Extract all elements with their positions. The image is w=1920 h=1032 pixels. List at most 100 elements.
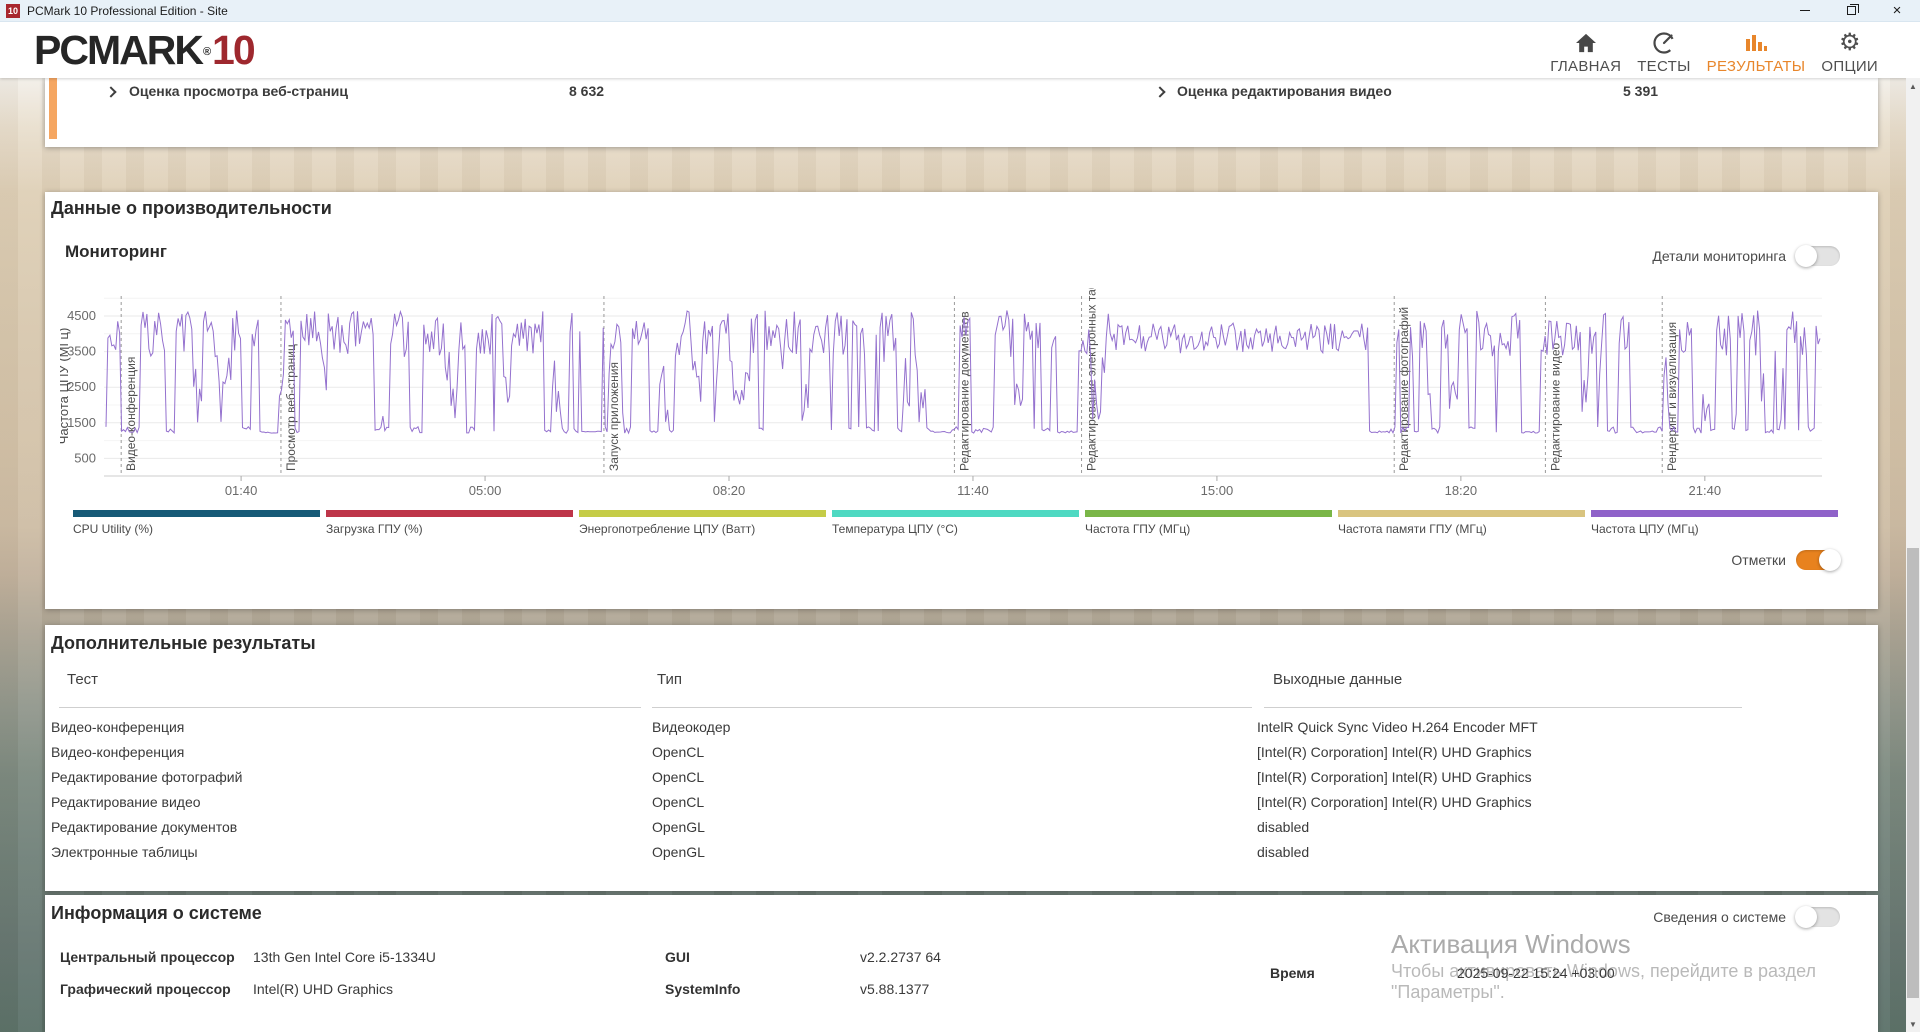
monitoring-chart: 450035002500150050001:4005:0008:2011:401… [60, 288, 1850, 500]
restore-button[interactable] [1828, 0, 1874, 22]
cell-type: OpenCL [652, 769, 704, 785]
svg-text:3500: 3500 [67, 344, 96, 359]
field-value-gui: v2.2.2737 64 [860, 949, 941, 965]
app-header: PCMARK®10 ГЛАВНАЯ ТЕСТЫ [0, 22, 1920, 78]
cell-test: Электронные таблицы [51, 844, 198, 860]
performance-section-title: Данные о производительности [51, 198, 332, 219]
legend-item-cpu-utility[interactable]: CPU Utility (%) [73, 510, 320, 536]
windows-activation-watermark: Активация Windows [1391, 929, 1631, 960]
vertical-scrollbar: ▲ ▼ [1906, 78, 1920, 1032]
cell-type: OpenGL [652, 819, 705, 835]
score-row-value: 8 632 [569, 83, 604, 99]
field-label-time: Время [1270, 965, 1315, 981]
close-button[interactable]: × [1874, 0, 1920, 22]
svg-text:21:40: 21:40 [1689, 483, 1722, 498]
extra-results-card: Дополнительные результаты Тест Тип Выход… [45, 625, 1878, 891]
svg-text:Частота ЦПУ (МГц): Частота ЦПУ (МГц) [60, 328, 71, 445]
legend-item-gpu-freq[interactable]: Частота ГПУ (МГц) [1085, 510, 1332, 536]
score-row-value: 5 391 [1623, 83, 1658, 99]
cell-output: [Intel(R) Corporation] Intel(R) UHD Grap… [1257, 794, 1532, 810]
score-row-label[interactable]: Оценка просмотра веб-страниц [129, 83, 348, 99]
field-label-gui: GUI [665, 949, 690, 965]
monitoring-title: Мониторинг [65, 242, 167, 262]
column-header-type: Тип [657, 671, 682, 688]
cell-type: OpenCL [652, 794, 704, 810]
score-card: Оценка просмотра веб-страниц 8 632 Оценк… [45, 78, 1878, 147]
system-details-toggle-row: Сведения о системе [1653, 907, 1840, 927]
nav-label: ГЛАВНАЯ [1550, 58, 1621, 75]
header-divider [59, 707, 641, 708]
restore-icon [1847, 6, 1856, 15]
cell-test: Редактирование видео [51, 794, 201, 810]
field-value-cpu: 13th Gen Intel Core i5-1334U [253, 949, 436, 965]
header-divider [652, 707, 1252, 708]
legend-color-bar [1591, 510, 1838, 517]
monitoring-details-toggle-row: Детали мониторинга [1652, 246, 1840, 266]
field-label-gpu: Графический процессор [60, 981, 231, 997]
card-accent-bar [49, 78, 57, 139]
expand-chevron-icon[interactable] [1154, 86, 1165, 97]
score-row-label[interactable]: Оценка редактирования видео [1177, 83, 1392, 99]
legend-item-gpu-load[interactable]: Загрузка ГПУ (%) [326, 510, 573, 536]
scrollbar-thumb[interactable] [1907, 548, 1919, 998]
field-label-cpu: Центральный процессор [60, 949, 235, 965]
marks-toggle[interactable] [1796, 550, 1840, 570]
field-value-systeminfo: v5.88.1377 [860, 981, 929, 997]
cell-test: Редактирование фотографий [51, 769, 242, 785]
main-nav: ГЛАВНАЯ ТЕСТЫ [1550, 30, 1878, 75]
system-info-title: Информация о системе [51, 903, 262, 924]
nav-label: ОПЦИИ [1821, 58, 1878, 75]
svg-text:15:00: 15:00 [1201, 483, 1234, 498]
cell-type: OpenCL [652, 744, 704, 760]
extra-results-title: Дополнительные результаты [51, 633, 316, 654]
legend-label: Загрузка ГПУ (%) [326, 522, 573, 536]
performance-card: Данные о производительности Мониторинг Д… [45, 192, 1878, 609]
marks-toggle-row: Отметки [1731, 550, 1840, 570]
field-label-systeminfo: SystemInfo [665, 981, 740, 997]
nav-item-home[interactable]: ГЛАВНАЯ [1550, 30, 1621, 75]
cell-test: Видео-конференция [51, 744, 184, 760]
legend-color-bar [1085, 510, 1332, 517]
scroll-down-icon[interactable]: ▼ [1906, 1017, 1920, 1031]
scroll-up-icon[interactable]: ▲ [1906, 79, 1920, 93]
legend-item-cpu-temp[interactable]: Температура ЦПУ (°C) [832, 510, 1079, 536]
cell-output: IntelR Quick Sync Video H.264 Encoder MF… [1257, 719, 1538, 735]
column-header-output: Выходные данные [1273, 671, 1402, 688]
legend-label: CPU Utility (%) [73, 522, 320, 536]
nav-item-results[interactable]: РЕЗУЛЬТАТЫ [1707, 30, 1806, 75]
legend-color-bar [326, 510, 573, 517]
legend-item-cpu-power[interactable]: Энергопотребление ЦПУ (Ватт) [579, 510, 826, 536]
nav-item-options[interactable]: ⚙ ОПЦИИ [1821, 30, 1878, 75]
marks-label: Отметки [1731, 552, 1786, 568]
cell-test: Редактирование документов [51, 819, 237, 835]
svg-text:01:40: 01:40 [225, 483, 258, 498]
minimize-icon [1800, 10, 1810, 11]
system-info-card: Информация о системе Сведения о системе … [45, 895, 1878, 1032]
svg-text:18:20: 18:20 [1445, 483, 1478, 498]
expand-chevron-icon[interactable] [105, 86, 116, 97]
logo-number: 10 [212, 28, 254, 72]
legend-label: Частота ЦПУ (МГц) [1591, 522, 1838, 536]
svg-text:Редактирование видео: Редактирование видео [1548, 343, 1562, 472]
close-icon: × [1893, 3, 1902, 18]
speedometer-icon [1652, 30, 1676, 56]
column-header-test: Тест [67, 671, 98, 688]
legend-item-cpu-freq[interactable]: Частота ЦПУ (МГц) [1591, 510, 1838, 536]
svg-text:Просмотр веб-страниц: Просмотр веб-страниц [284, 344, 298, 471]
window-title: PCMark 10 Professional Edition - Site [27, 4, 228, 18]
cell-test: Видео-конференция [51, 719, 184, 735]
legend-label: Частота памяти ГПУ (МГц) [1338, 522, 1585, 536]
title-bar: 10 PCMark 10 Professional Edition - Site… [0, 0, 1920, 22]
svg-text:1500: 1500 [67, 415, 96, 430]
monitoring-details-toggle[interactable] [1796, 246, 1840, 266]
bar-chart-icon [1745, 30, 1767, 56]
legend-item-gpu-mem-freq[interactable]: Частота памяти ГПУ (МГц) [1338, 510, 1585, 536]
cell-output: disabled [1257, 844, 1309, 860]
svg-text:08:20: 08:20 [713, 483, 746, 498]
system-details-toggle[interactable] [1796, 907, 1840, 927]
nav-item-tests[interactable]: ТЕСТЫ [1637, 30, 1690, 75]
chart-legend: CPU Utility (%) Загрузка ГПУ (%) Энергоп… [73, 510, 1838, 536]
svg-text:2500: 2500 [67, 379, 96, 394]
home-icon [1575, 30, 1597, 56]
minimize-button[interactable] [1782, 0, 1828, 22]
